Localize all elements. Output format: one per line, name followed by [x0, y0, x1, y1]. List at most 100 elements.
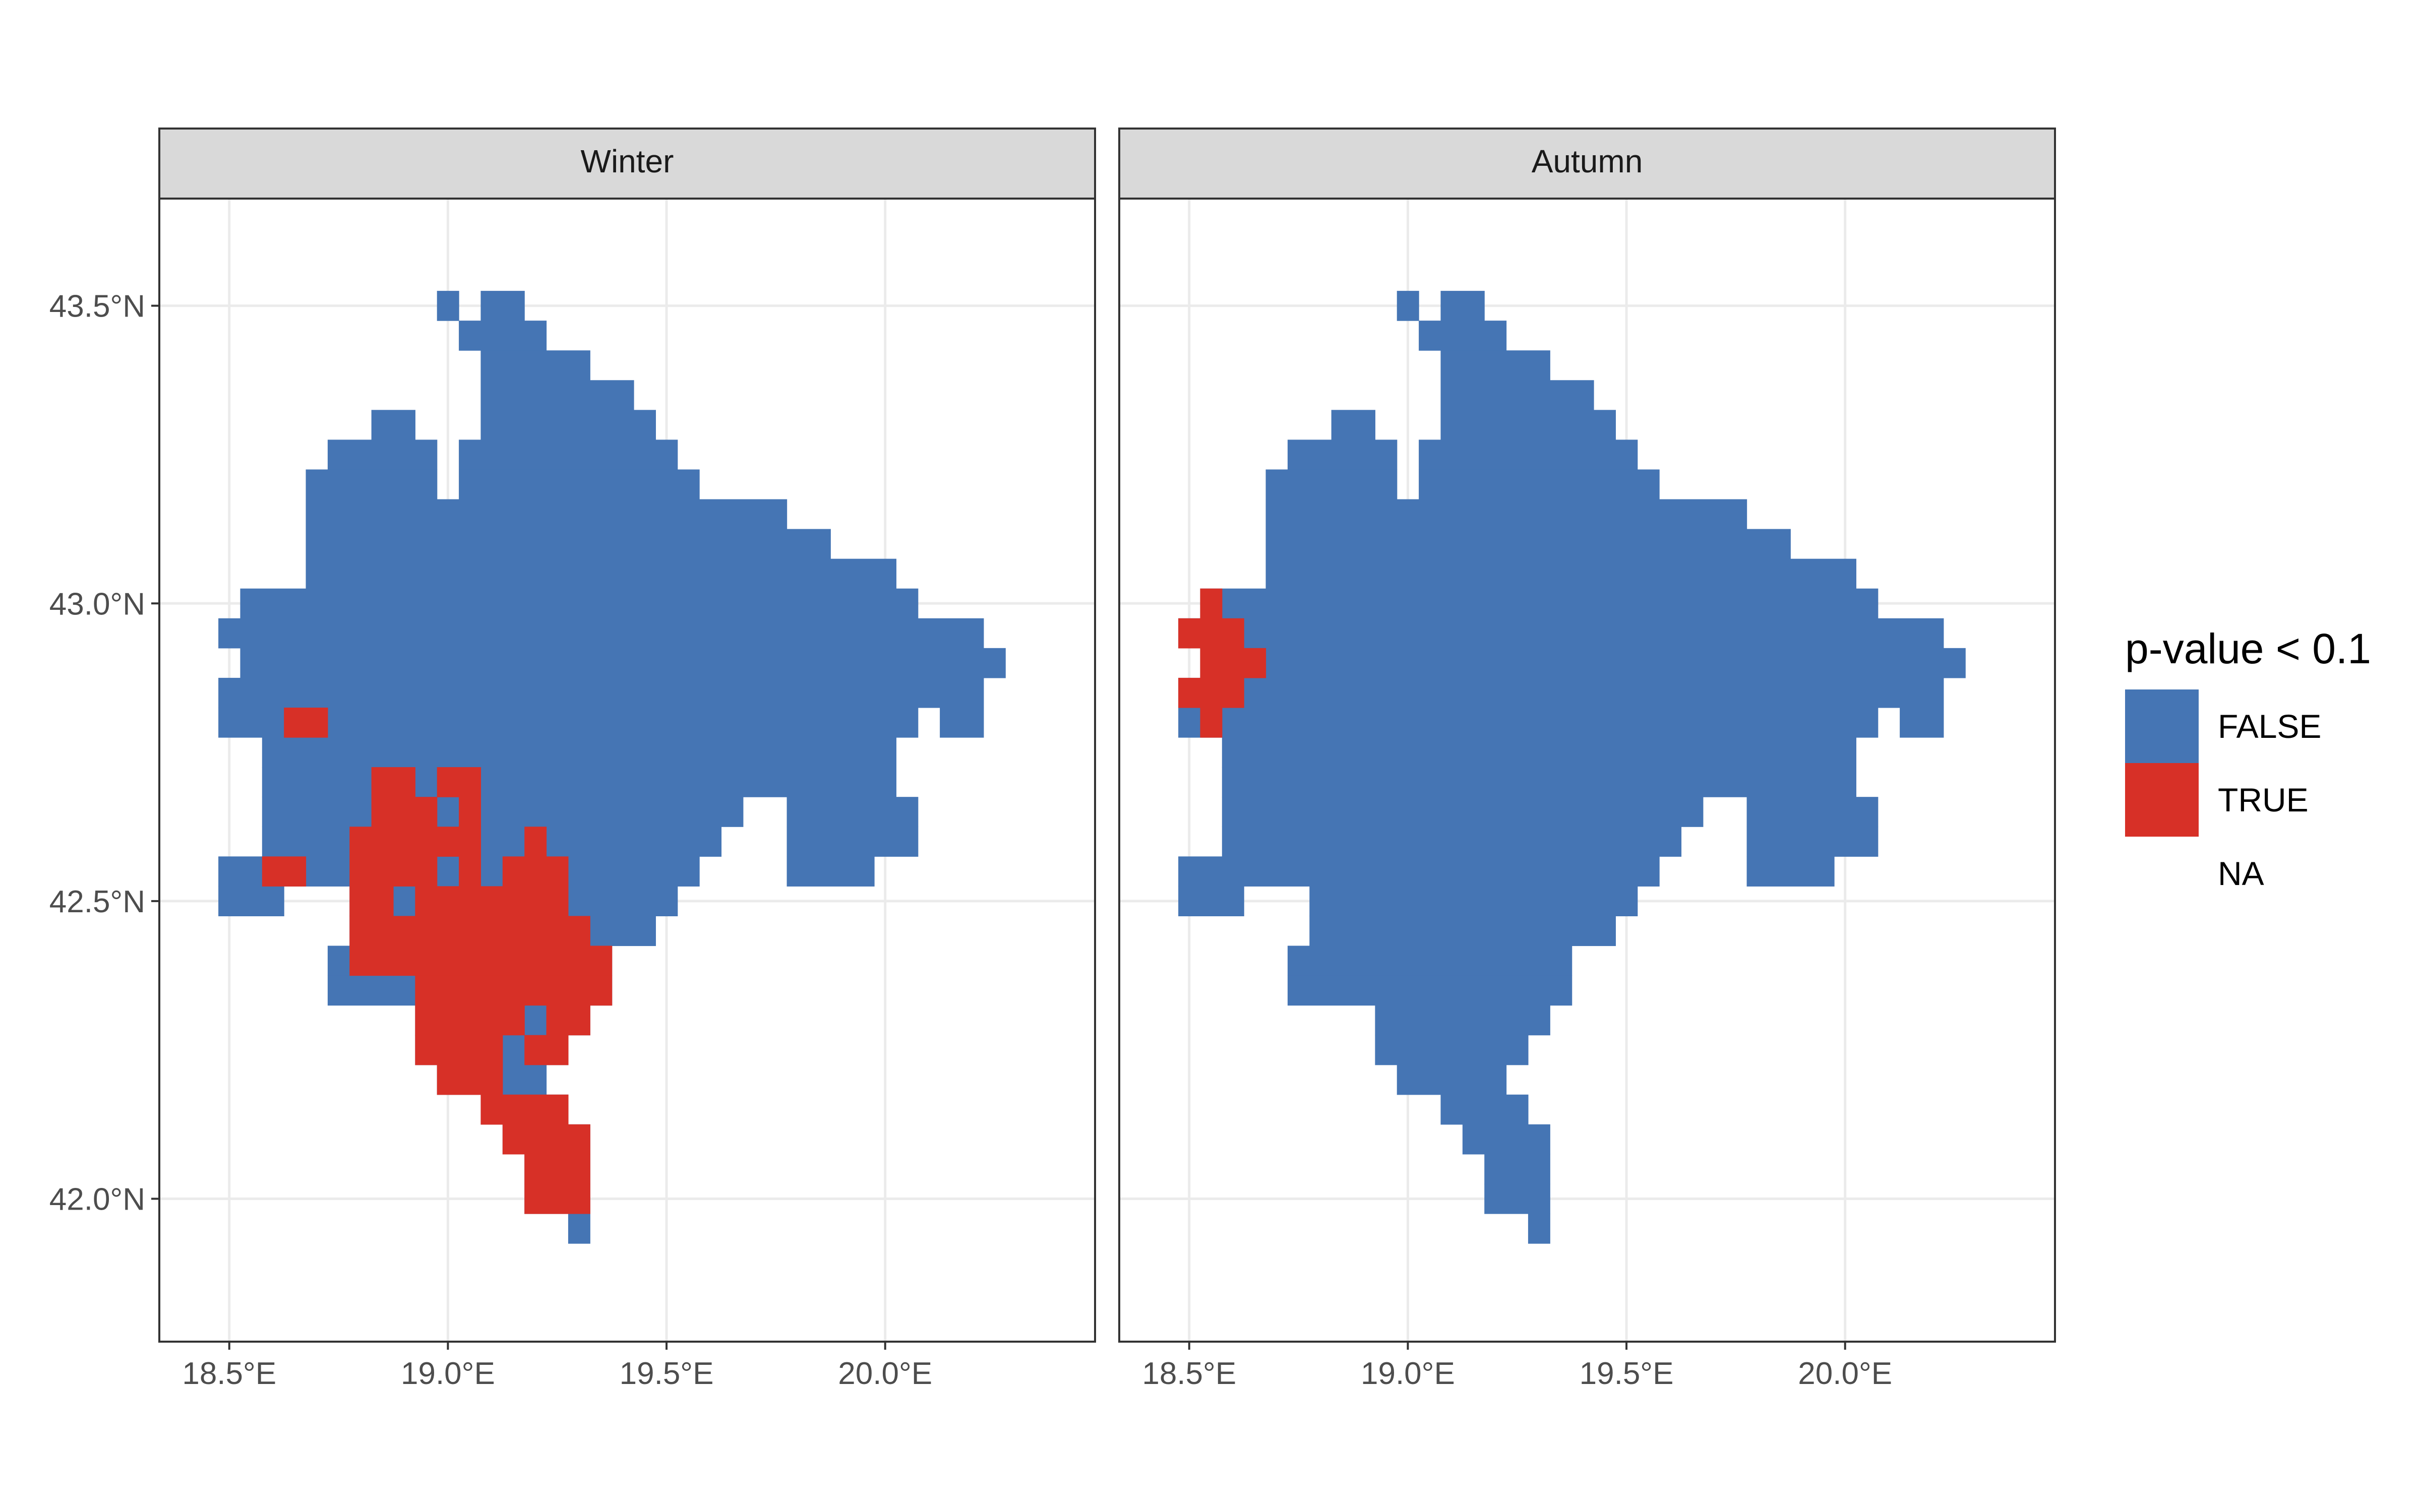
winter-cell-false — [240, 648, 1006, 678]
winter-cell-true — [502, 1124, 590, 1155]
autumn-cell-false — [1440, 380, 1594, 410]
autumn-cell-true — [1200, 588, 1223, 619]
winter-cell-true — [459, 856, 481, 887]
winter-cell-true — [371, 767, 415, 797]
winter-cell-false — [480, 380, 634, 410]
autumn-cell-false — [1419, 469, 1660, 500]
autumn-cell-false — [1222, 856, 1660, 887]
autumn-cell-false — [1462, 1124, 1550, 1155]
autumn-cell-false — [1440, 350, 1550, 381]
autumn-cell-false — [1178, 677, 1944, 708]
winter-cell-true — [524, 827, 547, 857]
legend: p-value < 0.1 FALSE TRUE NA — [2125, 625, 2371, 910]
panel-autumn-cells — [1178, 291, 1966, 1244]
autumn-cell-false — [1178, 618, 1944, 649]
winter-cell-true — [262, 856, 307, 887]
winter-cell-true — [415, 1035, 503, 1065]
winter-cell-true — [437, 767, 481, 797]
winter-cell-false — [262, 827, 722, 857]
autumn-cell-false — [1440, 1094, 1529, 1125]
x-tick-label: 19.5°E — [1580, 1356, 1674, 1391]
winter-cell-true — [349, 916, 590, 947]
autumn-cell-false — [1287, 439, 1398, 470]
legend-items: FALSE TRUE NA — [2125, 689, 2321, 910]
autumn-cell-false — [1746, 856, 1835, 887]
winter-cell-true — [349, 827, 481, 857]
winter-cell-false — [218, 677, 984, 708]
winter-cell-false — [327, 439, 438, 470]
autumn-cell-false — [1746, 827, 1879, 857]
winter-cell-false — [480, 410, 656, 440]
autumn-cell-false — [1309, 916, 1616, 947]
autumn-cell-false — [1200, 648, 1966, 678]
legend-key-true — [2125, 763, 2199, 837]
x-tick-label: 18.5°E — [1142, 1356, 1236, 1391]
autumn-cell-false — [1222, 797, 1704, 827]
autumn-cell-true — [1200, 707, 1223, 738]
legend-label-na: NA — [2218, 855, 2264, 892]
legend-label-true: TRUE — [2218, 781, 2309, 818]
x-tick-label: 19.5°E — [620, 1356, 714, 1391]
x-axis-autumn: 18.5°E 19.0°E 19.5°E 20.0°E — [1142, 1342, 1892, 1391]
winter-cell-true — [284, 707, 328, 738]
panel-autumn: Autumn — [1118, 128, 2056, 1343]
autumn-cell-false — [1397, 1064, 1507, 1095]
winter-cell-false — [262, 737, 896, 768]
winter-cell-false — [262, 797, 744, 827]
panel-autumn-strip-label: Autumn — [1532, 143, 1643, 179]
x-tick-label: 18.5°E — [182, 1356, 276, 1391]
panel-winter-cells — [218, 291, 1006, 1244]
winter-cell-false — [240, 588, 919, 619]
autumn-cell-false — [1900, 707, 1944, 738]
winter-cell-true — [349, 856, 438, 887]
x-axis-winter: 18.5°E 19.0°E 19.5°E 20.0°E — [182, 1342, 932, 1391]
autumn-cell-false — [1265, 558, 1856, 589]
autumn-cell-false — [1375, 1035, 1529, 1065]
autumn-cell-false — [1178, 856, 1223, 887]
winter-cell-false — [459, 321, 547, 351]
autumn-cell-false — [1178, 886, 1244, 916]
winter-cell-false — [218, 618, 984, 649]
winter-cell-true — [349, 946, 394, 976]
autumn-cell-false — [1265, 529, 1791, 559]
winter-cell-false — [218, 856, 263, 887]
winter-cell-false — [306, 469, 438, 500]
winter-cell-true — [415, 1005, 525, 1036]
winter-cell-false — [306, 499, 788, 530]
autumn-cell-false — [1200, 588, 1879, 619]
winter-cell-false — [786, 856, 875, 887]
x-tick-label: 20.0°E — [838, 1356, 932, 1391]
winter-cell-true — [524, 1183, 590, 1214]
winter-cell-true — [502, 856, 569, 887]
winter-cell-false — [218, 886, 284, 916]
autumn-cell-false — [1309, 886, 1638, 916]
winter-cell-true — [524, 1154, 590, 1184]
winter-cell-false — [262, 767, 896, 797]
panel-winter: Winter — [158, 128, 1096, 1343]
winter-cell-false — [480, 350, 590, 381]
winter-cell-false — [306, 529, 831, 559]
winter-cell-false — [480, 291, 525, 321]
autumn-cell-false — [1484, 1154, 1550, 1184]
winter-cell-false — [218, 707, 919, 738]
legend-title: p-value < 0.1 — [2125, 625, 2371, 672]
autumn-cell-false — [1265, 469, 1398, 500]
autumn-cell-false — [1528, 1214, 1550, 1244]
autumn-cell-false — [1397, 291, 1419, 321]
legend-key-false — [2125, 689, 2199, 763]
autumn-cell-false — [1331, 410, 1375, 440]
panel-winter-strip-background — [158, 128, 1096, 200]
autumn-cell-true — [1200, 648, 1266, 678]
panel-winter-strip-label: Winter — [581, 143, 674, 179]
autumn-cell-false — [1178, 707, 1879, 738]
y-tick-label: 43.0°N — [49, 587, 145, 621]
y-tick-label: 42.5°N — [49, 885, 145, 919]
winter-cell-true — [437, 1064, 503, 1095]
winter-cell-true — [415, 886, 569, 916]
autumn-cell-false — [1265, 499, 1747, 530]
winter-cell-true — [349, 886, 394, 916]
autumn-cell-false — [1419, 439, 1638, 470]
winter-cell-true — [393, 946, 613, 976]
winter-cell-false — [437, 291, 459, 321]
